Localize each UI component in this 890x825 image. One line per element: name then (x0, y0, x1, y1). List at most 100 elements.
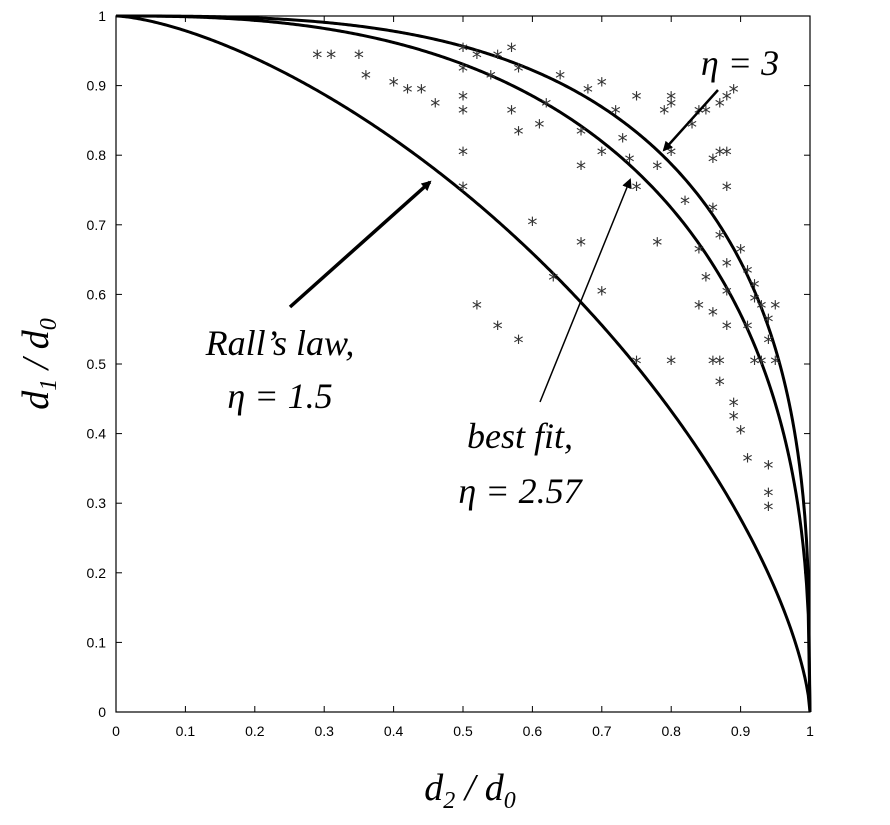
x-tick-label: 1 (806, 723, 814, 739)
data-point: * (512, 60, 524, 84)
data-point: * (401, 81, 413, 105)
data-point: * (485, 67, 497, 91)
data-point: * (665, 352, 677, 376)
data-point: * (735, 422, 747, 446)
curve-eta-2-57 (116, 14, 812, 713)
data-point: * (457, 101, 469, 125)
x-tick-label: 0.6 (523, 723, 543, 739)
data-point: * (360, 67, 372, 91)
data-point: * (665, 88, 677, 112)
data-point: * (630, 352, 642, 376)
y-tick-label: 0.4 (87, 426, 107, 442)
data-point: * (353, 46, 365, 70)
data-point: * (540, 94, 552, 118)
annotation-arrow (662, 89, 719, 152)
data-point: * (769, 352, 781, 376)
x-tick-label: 0.5 (453, 723, 473, 739)
data-point: * (707, 352, 719, 376)
data-point: * (624, 150, 636, 174)
data-point: * (762, 498, 774, 522)
data-point: * (714, 352, 726, 376)
curve-eta-1-5 (115, 14, 812, 713)
data-point: * (471, 46, 483, 70)
data-point: * (755, 296, 767, 320)
annotation-text: η = 3 (701, 43, 779, 83)
data-point: * (630, 178, 642, 202)
data-point: * (429, 94, 441, 118)
x-tick-label: 0 (112, 723, 120, 739)
data-point: * (714, 94, 726, 118)
data-point: * (714, 373, 726, 397)
x-tick-label: 0.2 (245, 723, 265, 739)
data-point: * (714, 227, 726, 251)
data-point: * (762, 331, 774, 355)
data-point: * (728, 81, 740, 105)
data-point: * (575, 234, 587, 258)
y-tick-label: 0.1 (87, 634, 107, 650)
data-point: * (755, 352, 767, 376)
data-point: * (735, 241, 747, 265)
data-point: * (596, 282, 608, 306)
y-tick-label: 0.7 (87, 217, 107, 233)
data-point: * (721, 178, 733, 202)
data-point: * (512, 331, 524, 355)
data-point: * (311, 46, 323, 70)
data-point: * (617, 129, 629, 153)
y-tick-label: 1 (98, 8, 106, 24)
x-tick-label: 0.1 (176, 723, 196, 739)
data-point: * (721, 143, 733, 167)
data-point: * (526, 213, 538, 237)
y-tick-label: 0 (98, 704, 106, 720)
data-point: * (506, 39, 518, 63)
x-tick-label: 0.8 (661, 723, 681, 739)
data-point: * (596, 74, 608, 98)
data-point: * (707, 199, 719, 223)
data-point: * (415, 81, 427, 105)
data-point: * (762, 310, 774, 334)
data-point: * (457, 39, 469, 63)
data-point: * (533, 115, 545, 139)
data-point: * (506, 101, 518, 125)
data-point: * (748, 352, 760, 376)
data-point: * (651, 234, 663, 258)
x-tick-label: 0.4 (384, 723, 404, 739)
annotation-text: η = 2.57 (458, 471, 583, 511)
y-tick-label: 0.9 (87, 78, 107, 94)
annotation-text: Rall’s law, (205, 323, 355, 363)
data-point: * (575, 157, 587, 181)
data-point: * (457, 178, 469, 202)
data-point: * (714, 143, 726, 167)
data-point: * (596, 143, 608, 167)
data-point: * (742, 262, 754, 286)
annotation-arrow (539, 178, 632, 403)
x-tick-label: 0.9 (731, 723, 751, 739)
data-point: * (693, 241, 705, 265)
data-point: * (610, 101, 622, 125)
annotation-arrow (288, 180, 432, 309)
y-tick-label: 0.8 (87, 147, 107, 163)
data-point: * (742, 317, 754, 341)
curve-eta-3 (116, 14, 812, 713)
data-point: * (651, 157, 663, 181)
data-point: * (762, 484, 774, 508)
x-tick-label: 0.7 (592, 723, 612, 739)
data-point: * (471, 296, 483, 320)
data-point: * (492, 46, 504, 70)
annotation-text: η = 1.5 (227, 376, 332, 416)
x-tick-label: 0.3 (314, 723, 334, 739)
data-point: * (547, 268, 559, 292)
data-point: * (728, 408, 740, 432)
data-point: * (721, 255, 733, 279)
annotation-text: best fit, (467, 416, 573, 456)
data-point: * (665, 94, 677, 118)
data-point: * (762, 456, 774, 480)
data-point: * (700, 268, 712, 292)
data-point: * (769, 296, 781, 320)
data-point: * (707, 303, 719, 327)
data-point: * (658, 101, 670, 125)
data-point: * (457, 60, 469, 84)
data-point: * (742, 449, 754, 473)
data-point: * (748, 289, 760, 313)
y-tick-label: 0.5 (87, 356, 107, 372)
data-point: * (388, 74, 400, 98)
